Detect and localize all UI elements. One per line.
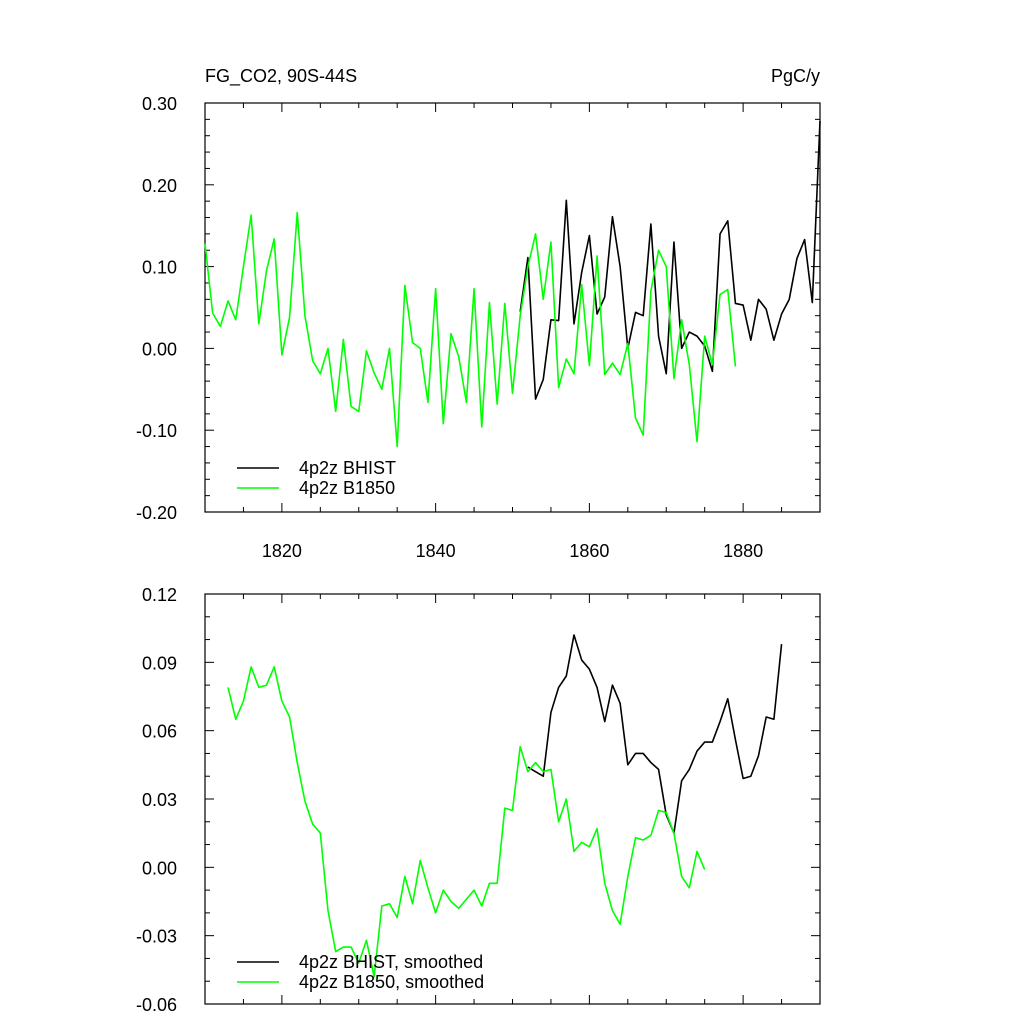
top-legend-label: 4p2z BHIST	[299, 458, 396, 478]
bottom-y-tick-label: 0.12	[142, 585, 177, 605]
top-axis-ticks	[205, 102, 820, 513]
bottom-series-line-bhist	[527, 634, 783, 834]
bottom-y-tick-label: 0.06	[142, 722, 177, 742]
top-x-tick-label: 1880	[723, 541, 763, 561]
top-y-tick-label: 0.00	[142, 339, 177, 359]
top-y-tick-label: -0.10	[136, 421, 177, 441]
top-plot-frame	[204, 102, 821, 513]
top-panel-fg-co2: FG_CO2, 90S-44S PgC/y -0.20 -0.10 0.00 0.10…	[136, 66, 821, 561]
top-series-line-bhist	[519, 120, 821, 400]
bottom-y-tick-label: -0.06	[136, 995, 177, 1015]
bottom-legend-label: 4p2z B1850, smoothed	[299, 972, 484, 992]
top-y-tick-label: -0.20	[136, 503, 177, 523]
bottom-legend-label: 4p2z BHIST, smoothed	[299, 952, 483, 972]
top-x-tick-label: 1820	[262, 541, 302, 561]
bottom-axis-ticks	[205, 593, 820, 1005]
bottom-y-tick-label: 0.00	[142, 858, 177, 878]
top-x-tick-label: 1860	[569, 541, 609, 561]
top-panel-title: FG_CO2, 90S-44S	[205, 66, 357, 87]
top-y-tick-label: 0.20	[142, 176, 177, 196]
bottom-series-line-b1850	[227, 666, 706, 978]
bottom-y-tick-label: -0.03	[136, 927, 177, 947]
top-y-tick-label: 0.10	[142, 258, 177, 278]
bottom-y-tick-label: 0.09	[142, 653, 177, 673]
top-legend-label: 4p2z B1850	[299, 478, 395, 498]
top-panel-units: PgC/y	[771, 66, 820, 86]
bottom-y-tick-label: 0.03	[142, 790, 177, 810]
top-y-tick-label: 0.30	[142, 94, 177, 114]
bottom-plot-frame	[204, 593, 821, 1005]
top-x-tick-label: 1840	[416, 541, 456, 561]
bottom-panel-smoothed: -0.06 -0.03 0.00 0.03 0.06 0.09 0.12 4p2z BHIST…	[136, 585, 821, 1015]
top-series-line-b1850	[204, 211, 737, 448]
